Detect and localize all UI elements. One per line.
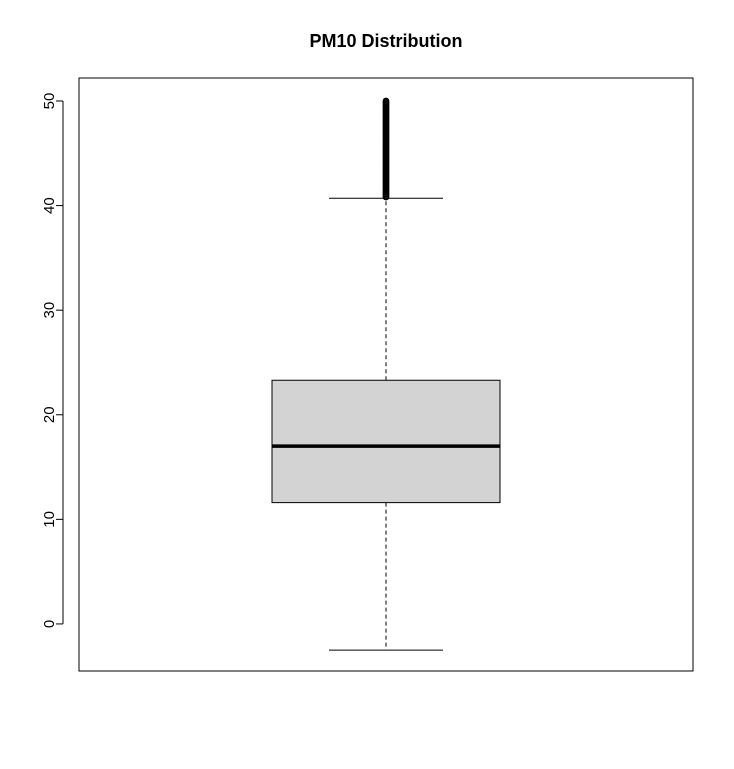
y-tick-label: 50: [41, 93, 58, 110]
box-plot: [271, 97, 501, 651]
y-tick-label: 10: [41, 511, 58, 528]
plot-frame: [78, 77, 694, 672]
y-tick-label: 0: [41, 620, 58, 628]
y-axis: 0 10 20 30 40 50: [41, 93, 64, 628]
y-tick-label: 30: [41, 302, 58, 319]
chart-title: PM10 Distribution: [309, 31, 462, 51]
y-tick-label: 20: [41, 406, 58, 423]
interquartile-box: [271, 379, 501, 504]
outlier-point: [382, 193, 390, 201]
y-tick-label: 40: [41, 197, 58, 214]
